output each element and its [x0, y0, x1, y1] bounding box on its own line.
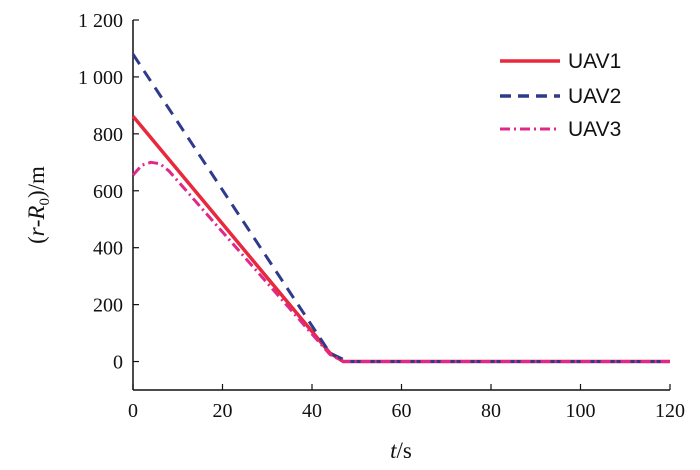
x-tick-label: 80: [481, 400, 501, 422]
y-axis-title-minus: -: [24, 220, 49, 228]
series-line-uav1: [131, 115, 670, 364]
legend-label-uav2: UAV2: [568, 85, 621, 108]
y-tick-label: 200: [93, 295, 123, 317]
y-axis-title-open: (: [24, 236, 49, 244]
series-line-uav2: [131, 53, 670, 363]
legend-label-uav3: UAV3: [568, 118, 621, 141]
tick-group: 0 20 40 60 80 100 120 0 200 400 600 800 1 000 1 200: [78, 10, 685, 422]
x-axis-title-unit: /s: [397, 438, 412, 463]
y-tick-label: 400: [93, 238, 123, 260]
y-axis-title-close: )/m: [24, 166, 49, 198]
x-axis-title: t/s: [390, 438, 412, 463]
y-tick-label: 1 200: [78, 10, 123, 32]
y-tick-label: 0: [113, 352, 123, 374]
x-tick-label: 120: [655, 400, 685, 422]
x-tick-label: 0: [128, 400, 138, 422]
y-tick-label: 800: [93, 124, 123, 146]
x-tick-label: 20: [213, 400, 233, 422]
series-line-uav3: [131, 160, 670, 363]
y-tick-label: 600: [93, 181, 123, 203]
y-axis-title-r: r: [24, 226, 49, 236]
legend: UAV1 UAV2 UAV3: [500, 50, 621, 141]
y-axis-title-R: R: [24, 206, 49, 221]
y-axis-title: (r-R0)/m: [24, 166, 53, 244]
x-tick-label: 60: [392, 400, 412, 422]
y-tick-label: 1 000: [78, 67, 123, 89]
series-group: [131, 53, 670, 364]
legend-label-uav1: UAV1: [568, 50, 621, 73]
y-axis-title-sub: 0: [37, 198, 53, 206]
x-tick-label: 100: [566, 400, 596, 422]
x-tick-label: 40: [302, 400, 322, 422]
x-axis-title-var: t: [390, 438, 397, 463]
